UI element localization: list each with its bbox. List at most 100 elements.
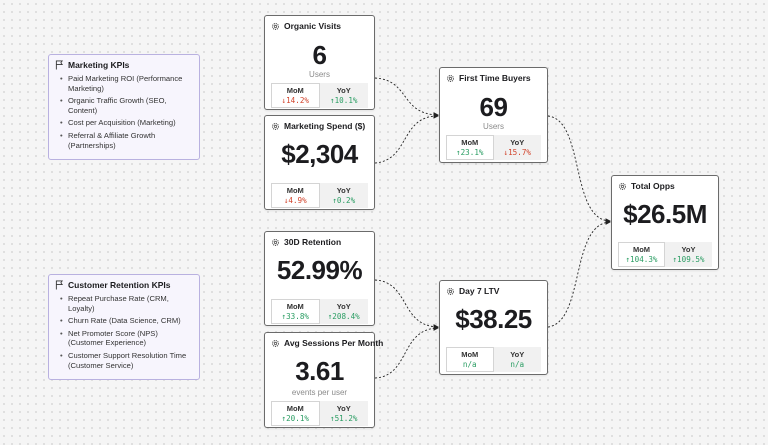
change-row: MoM ↑20.1% YoY ↑51.2%	[271, 401, 368, 426]
mom-value: ↓4.9%	[283, 196, 307, 205]
metric-title: Day 7 LTV	[459, 286, 500, 296]
list-item: Paid Marketing ROI (Performance Marketin…	[60, 74, 193, 93]
customer-retention-kpis-box[interactable]: Customer Retention KPIs Repeat Purchase …	[48, 274, 200, 381]
mom-change[interactable]: MoM n/a	[446, 347, 494, 372]
mom-change[interactable]: MoM ↑23.1%	[446, 135, 494, 160]
metric-title: Organic Visits	[284, 21, 342, 31]
connector-day7-ltv-to-total-opps	[547, 219, 611, 328]
metric-title: First Time Buyers	[459, 73, 531, 83]
metric-title: Total Opps	[631, 181, 675, 191]
mom-value: ↑104.3%	[625, 255, 658, 264]
flag-icon	[55, 60, 64, 70]
change-row: MoM ↑104.3% YoY ↑109.5%	[618, 242, 712, 267]
mom-label: MoM	[286, 302, 304, 311]
metric-card-header: Avg Sessions Per Month	[271, 338, 383, 348]
change-row: MoM ↑23.1% YoY ↓15.7%	[446, 135, 541, 160]
yoy-change[interactable]: YoY n/a	[493, 347, 541, 372]
customer-retention-kpis-title: Customer Retention KPIs	[68, 280, 171, 290]
metric-card-header: Total Opps	[618, 181, 675, 191]
yoy-change[interactable]: YoY ↑10.1%	[319, 83, 368, 108]
metric-value: 52.99%	[276, 255, 363, 285]
metric-card-marketing-spend[interactable]: Marketing Spend ($) $2,304 MoM ↓4.9% YoY…	[264, 115, 375, 210]
yoy-value: ↑0.2%	[332, 196, 356, 205]
metric-card-30d-retention[interactable]: 30D Retention 52.99% MoM ↑33.8% YoY ↑208…	[264, 231, 375, 326]
list-item: Cost per Acquisition (Marketing)	[60, 118, 193, 128]
customer-retention-kpis-list: Repeat Purchase Rate (CRM, Loyalty) Chur…	[55, 294, 193, 370]
mom-value: ↑20.1%	[281, 414, 309, 423]
metric-value: $38.25	[455, 304, 532, 334]
mom-change[interactable]: MoM ↓4.9%	[271, 183, 320, 208]
metric-title: 30D Retention	[284, 237, 342, 247]
marketing-kpis-title: Marketing KPIs	[68, 60, 130, 70]
metric-value: 6	[312, 40, 327, 70]
list-item: Repeat Purchase Rate (CRM, Loyalty)	[60, 294, 193, 313]
yoy-label: YoY	[510, 350, 525, 359]
yoy-label: YoY	[681, 245, 696, 254]
metric-card-avg-sessions[interactable]: Avg Sessions Per Month 3.61 events per u…	[264, 332, 383, 428]
mom-label: MoM	[286, 404, 304, 413]
gear-icon	[271, 238, 280, 246]
mom-value: ↓14.2%	[281, 96, 309, 105]
gear-icon	[271, 122, 280, 130]
mom-value: n/a	[462, 360, 477, 369]
gear-icon	[271, 339, 280, 347]
change-row: MoM ↑33.8% YoY ↑208.4%	[271, 299, 368, 324]
metric-unit: events per user	[291, 388, 348, 397]
metric-value: 3.61	[295, 356, 344, 386]
yoy-value: n/a	[510, 360, 525, 369]
gear-icon	[446, 74, 455, 82]
mom-label: MoM	[286, 86, 304, 95]
mom-label: MoM	[461, 350, 479, 359]
metric-value: $2,304	[281, 139, 358, 169]
change-row: MoM n/a YoY n/a	[446, 347, 541, 372]
metric-value: $26.5M	[623, 199, 707, 229]
list-item: Organic Traffic Growth (SEO, Content)	[60, 96, 193, 115]
mom-value: ↑23.1%	[456, 148, 484, 157]
marketing-kpis-header: Marketing KPIs	[55, 60, 193, 70]
mom-change[interactable]: MoM ↑33.8%	[271, 299, 320, 324]
list-item: Net Promoter Score (NPS) (Customer Exper…	[60, 329, 193, 348]
gear-icon	[446, 287, 455, 295]
mom-change[interactable]: MoM ↓14.2%	[271, 83, 320, 108]
connector-organic-visits-to-first-time-buyers	[374, 77, 439, 118]
metric-unit: Users	[483, 122, 504, 131]
metric-value: 69	[479, 92, 508, 122]
yoy-value: ↑208.4%	[327, 312, 360, 321]
mom-change[interactable]: MoM ↑104.3%	[618, 242, 665, 267]
yoy-label: YoY	[510, 138, 525, 147]
yoy-label: YoY	[336, 404, 351, 413]
mom-change[interactable]: MoM ↑20.1%	[271, 401, 320, 426]
metric-unit: Users	[309, 70, 330, 79]
gear-icon	[618, 182, 627, 190]
yoy-change[interactable]: YoY ↑51.2%	[319, 401, 368, 426]
metric-card-header: Marketing Spend ($)	[271, 121, 365, 131]
mom-label: MoM	[286, 186, 304, 195]
metric-card-header: Day 7 LTV	[446, 286, 499, 296]
marketing-kpis-box[interactable]: Marketing KPIs Paid Marketing ROI (Perfo…	[48, 54, 200, 161]
yoy-change[interactable]: YoY ↓15.7%	[493, 135, 541, 160]
connector-marketing-spend-to-first-time-buyers	[374, 113, 439, 164]
mom-label: MoM	[632, 245, 651, 254]
connector-avg-sessions-to-day7-ltv	[374, 325, 439, 379]
metric-card-organic-visits[interactable]: Organic Visits 6 Users MoM ↓14.2% YoY ↑1…	[264, 15, 375, 110]
yoy-label: YoY	[336, 86, 351, 95]
yoy-change[interactable]: YoY ↑0.2%	[319, 183, 368, 208]
metric-card-first-time-buyers[interactable]: First Time Buyers 69 Users MoM ↑23.1% Yo…	[439, 67, 548, 163]
change-row: MoM ↓4.9% YoY ↑0.2%	[271, 183, 368, 208]
mom-value: ↑33.8%	[281, 312, 309, 321]
yoy-label: YoY	[336, 302, 351, 311]
metric-card-header: 30D Retention	[271, 237, 341, 247]
yoy-label: YoY	[336, 186, 351, 195]
yoy-change[interactable]: YoY ↑208.4%	[319, 299, 368, 324]
flag-icon	[55, 280, 64, 290]
yoy-change[interactable]: YoY ↑109.5%	[665, 242, 712, 267]
metric-card-day7-ltv[interactable]: Day 7 LTV $38.25 MoM n/a YoY n/a	[439, 280, 548, 375]
yoy-value: ↑51.2%	[330, 414, 358, 423]
metric-title: Marketing Spend ($)	[284, 121, 366, 131]
mom-label: MoM	[461, 138, 479, 147]
metric-card-header: First Time Buyers	[446, 73, 531, 83]
metric-card-total-opps[interactable]: Total Opps $26.5M MoM ↑104.3% YoY ↑109.5…	[611, 175, 719, 270]
list-item: Customer Support Resolution Time (Custom…	[60, 351, 193, 370]
change-row: MoM ↓14.2% YoY ↑10.1%	[271, 83, 368, 108]
